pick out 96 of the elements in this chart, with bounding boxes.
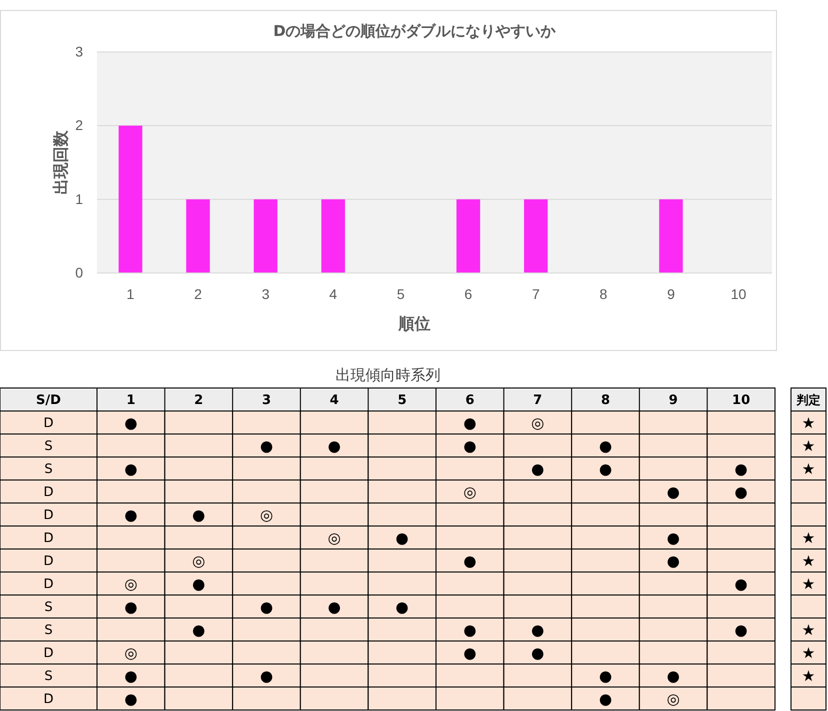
x-tick-label: 5 bbox=[398, 393, 407, 408]
y2-tick-label: ★ bbox=[802, 621, 816, 639]
x-tick-label: 10 bbox=[732, 393, 750, 408]
text: ● bbox=[124, 667, 138, 685]
text: ● bbox=[734, 483, 748, 501]
y-axis-title: 出現回数 bbox=[51, 130, 70, 194]
y-tick-label: 0 bbox=[75, 264, 84, 280]
text: ● bbox=[598, 460, 612, 478]
y2-tick-label: ★ bbox=[802, 529, 816, 547]
y2-tick-label: ★ bbox=[802, 644, 816, 662]
y-tick-label: S bbox=[44, 439, 53, 454]
text: ● bbox=[396, 529, 409, 547]
y-tick-label: D bbox=[43, 485, 54, 500]
text: ● bbox=[598, 690, 612, 708]
x-tick-label: 8 bbox=[600, 286, 608, 302]
text: ● bbox=[124, 460, 138, 478]
y-tick-label: 2 bbox=[75, 117, 84, 134]
text: ◎ bbox=[124, 644, 138, 662]
text: ◎ bbox=[260, 506, 274, 524]
text: ◎ bbox=[124, 575, 138, 593]
x-tick-label: 3 bbox=[262, 286, 270, 302]
text: ● bbox=[463, 552, 476, 570]
x-tick-label: 7 bbox=[532, 286, 540, 302]
chart-title: Dの場合どの順位がダブルになりやすいか bbox=[273, 22, 557, 40]
text: ● bbox=[124, 690, 138, 708]
x-tick-label: 7 bbox=[533, 393, 542, 408]
text: ● bbox=[192, 621, 206, 639]
x-tick-label: 9 bbox=[667, 286, 676, 302]
x-tick-label: 1 bbox=[126, 393, 136, 408]
text: ● bbox=[124, 598, 138, 616]
y-tick-label: D bbox=[43, 416, 54, 431]
y-tick-label: 3 bbox=[75, 43, 84, 60]
x-tick-label: 4 bbox=[330, 393, 339, 408]
text: ● bbox=[260, 437, 274, 455]
text: ● bbox=[124, 414, 138, 432]
y-axis-title: S/D bbox=[36, 393, 62, 408]
x-tick-label: 5 bbox=[396, 286, 405, 302]
x-tick-label: 3 bbox=[262, 393, 272, 408]
chart-title: 出現傾向時系列 bbox=[336, 366, 440, 384]
y-tick-label: S bbox=[44, 669, 53, 684]
y2-tick-label: ★ bbox=[802, 552, 816, 570]
text: ● bbox=[598, 667, 612, 685]
text: ◎ bbox=[531, 414, 544, 432]
y2-axis-title: 判定 bbox=[796, 393, 820, 407]
text: ◎ bbox=[463, 483, 476, 501]
x-tick-label: 4 bbox=[329, 286, 338, 302]
text: ● bbox=[531, 644, 544, 662]
text: ● bbox=[463, 644, 476, 662]
y2-tick-label: ★ bbox=[802, 575, 816, 593]
text: ● bbox=[124, 506, 138, 524]
y-tick-label: D bbox=[43, 554, 54, 569]
x-tick-label: 6 bbox=[465, 393, 474, 408]
text: ● bbox=[666, 667, 680, 685]
y-tick-label: D bbox=[43, 508, 54, 523]
x-axis-title: 順位 bbox=[398, 314, 430, 333]
text: ● bbox=[328, 598, 341, 616]
y-tick-label: S bbox=[44, 462, 53, 477]
x-tick-label: 2 bbox=[194, 393, 204, 408]
x-tick-label: 8 bbox=[600, 393, 610, 408]
text: ◎ bbox=[192, 552, 206, 570]
text: ● bbox=[192, 506, 206, 524]
text: ● bbox=[531, 460, 544, 478]
y-tick-label: D bbox=[43, 646, 54, 661]
text: ● bbox=[531, 621, 544, 639]
text: ● bbox=[734, 575, 748, 593]
y-tick-label: S bbox=[44, 623, 53, 638]
x-tick-label: 10 bbox=[730, 286, 747, 302]
text: ● bbox=[260, 667, 274, 685]
text: ● bbox=[463, 621, 476, 639]
text: ● bbox=[598, 437, 612, 455]
y2-tick-label: ★ bbox=[802, 437, 816, 455]
y-tick-label: D bbox=[43, 577, 54, 592]
text: ◎ bbox=[328, 529, 341, 547]
text: ● bbox=[666, 552, 680, 570]
y2-tick-label: ★ bbox=[802, 667, 816, 685]
text: ● bbox=[666, 529, 680, 547]
text: ◎ bbox=[666, 690, 680, 708]
y2-tick-label: ★ bbox=[802, 460, 816, 478]
text: ● bbox=[666, 483, 680, 501]
text: ● bbox=[328, 437, 341, 455]
text: ● bbox=[192, 575, 206, 593]
text: ● bbox=[463, 414, 476, 432]
x-tick-label: 6 bbox=[464, 286, 472, 302]
text: ● bbox=[396, 598, 409, 616]
text: ● bbox=[734, 460, 748, 478]
y-tick-label: D bbox=[43, 531, 54, 546]
y-tick-label: S bbox=[44, 600, 53, 615]
x-tick-label: 9 bbox=[668, 393, 678, 408]
text: ● bbox=[734, 621, 748, 639]
x-tick-label: 1 bbox=[126, 286, 135, 302]
text: ● bbox=[260, 598, 274, 616]
text: ● bbox=[463, 437, 476, 455]
y-tick-label: D bbox=[43, 692, 54, 707]
x-tick-label: 2 bbox=[194, 286, 202, 302]
y-tick-label: 1 bbox=[75, 190, 84, 207]
y2-tick-label: ★ bbox=[802, 414, 816, 432]
